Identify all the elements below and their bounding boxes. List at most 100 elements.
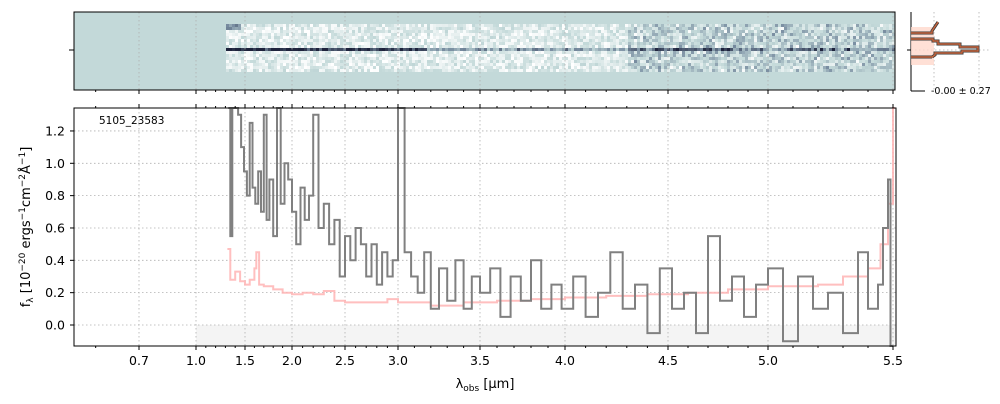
image-pixel: [388, 30, 391, 33]
image-pixel: [574, 45, 577, 48]
image-pixel: [667, 54, 670, 57]
image-pixel: [259, 45, 262, 48]
image-pixel: [307, 27, 310, 30]
image-pixel: [514, 60, 517, 63]
image-pixel: [229, 60, 232, 63]
image-pixel: [247, 57, 250, 60]
image-pixel: [436, 24, 439, 27]
image-pixel: [856, 30, 859, 33]
image-pixel: [685, 66, 688, 69]
image-pixel: [367, 24, 370, 27]
image-pixel: [466, 30, 469, 33]
image-pixel: [754, 45, 757, 48]
image-pixel: [790, 30, 793, 33]
image-pixel: [235, 66, 238, 69]
image-pixel: [586, 63, 589, 66]
image-pixel: [337, 60, 340, 63]
image-pixel: [265, 63, 268, 66]
image-pixel: [238, 30, 241, 33]
image-pixel: [688, 27, 691, 30]
profile-histogram: [911, 21, 979, 58]
image-pixel: [868, 57, 871, 60]
image-pixel: [760, 54, 763, 57]
image-pixel: [571, 24, 574, 27]
image-pixel: [484, 51, 487, 54]
image-pixel: [889, 51, 892, 54]
image-pixel: [778, 60, 781, 63]
image-pixel: [661, 39, 664, 42]
image-pixel: [490, 33, 493, 36]
image-pixel: [673, 30, 676, 33]
image-pixel: [736, 30, 739, 33]
image-pixel: [760, 45, 763, 48]
image-pixel: [601, 39, 604, 42]
image-pixel: [388, 24, 391, 27]
image-pixel: [346, 42, 349, 45]
image-pixel: [646, 66, 649, 69]
image-pixel: [706, 63, 709, 66]
image-pixel: [355, 42, 358, 45]
image-pixel: [700, 51, 703, 54]
image-pixel: [760, 69, 763, 72]
image-pixel: [382, 63, 385, 66]
image-pixel: [877, 60, 880, 63]
image-pixel: [745, 57, 748, 60]
image-pixel: [481, 51, 484, 54]
image-pixel: [628, 45, 631, 48]
image-pixel: [703, 63, 706, 66]
image-pixel: [226, 36, 229, 39]
image-pixel: [292, 33, 295, 36]
image-pixel: [517, 27, 520, 30]
image-pixel: [430, 60, 433, 63]
image-pixel: [370, 33, 373, 36]
image-pixel: [832, 39, 835, 42]
image-pixel: [247, 69, 250, 72]
x-tick-label: 3.5: [470, 353, 490, 368]
image-pixel: [346, 57, 349, 60]
image-pixel: [550, 24, 553, 27]
image-pixel: [556, 39, 559, 42]
image-pixel: [448, 60, 451, 63]
image-pixel: [877, 33, 880, 36]
image-pixel: [787, 57, 790, 60]
image-pixel: [694, 30, 697, 33]
image-pixel: [853, 57, 856, 60]
image-pixel: [637, 66, 640, 69]
image-pixel: [553, 42, 556, 45]
image-pixel: [547, 39, 550, 42]
image-pixel: [508, 66, 511, 69]
image-pixel: [526, 24, 529, 27]
image-pixel: [259, 33, 262, 36]
image-pixel: [793, 57, 796, 60]
image-pixel: [604, 33, 607, 36]
image-pixel: [523, 45, 526, 48]
image-pixel: [253, 45, 256, 48]
image-pixel: [511, 51, 514, 54]
image-pixel: [454, 36, 457, 39]
image-pixel: [871, 27, 874, 30]
image-pixel: [712, 60, 715, 63]
image-pixel: [808, 54, 811, 57]
image-pixel: [415, 39, 418, 42]
image-pixel: [694, 60, 697, 63]
image-pixel: [469, 60, 472, 63]
image-pixel: [562, 24, 565, 27]
image-pixel: [307, 48, 310, 51]
image-pixel: [571, 33, 574, 36]
image-pixel: [388, 45, 391, 48]
image-pixel: [352, 63, 355, 66]
image-pixel: [430, 33, 433, 36]
image-pixel: [349, 42, 352, 45]
image-pixel: [724, 51, 727, 54]
image-pixel: [514, 30, 517, 33]
image-pixel: [511, 33, 514, 36]
image-pixel: [364, 63, 367, 66]
image-pixel: [466, 66, 469, 69]
image-pixel: [469, 54, 472, 57]
image-pixel: [298, 36, 301, 39]
image-pixel: [370, 27, 373, 30]
image-pixel: [646, 60, 649, 63]
image-pixel: [463, 51, 466, 54]
image-pixel: [457, 54, 460, 57]
image-pixel: [808, 24, 811, 27]
